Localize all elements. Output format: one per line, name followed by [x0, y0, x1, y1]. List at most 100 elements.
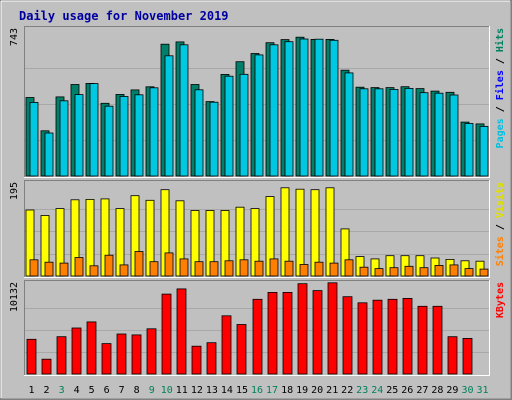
bar-sites-day-10: [164, 252, 174, 277]
bar-kbytes-day-20: [312, 290, 323, 375]
bar-files-day-7: [119, 96, 129, 177]
bar-kbytes-day-29: [447, 336, 458, 375]
bar-kbytes-day-21: [327, 282, 338, 375]
panel-visits-sites: 195 Sites / Visits: [9, 180, 506, 278]
bar-files-day-1: [29, 102, 39, 177]
legend-visits-sites: Sites / Visits: [494, 182, 506, 266]
x-tick-label-26: 26: [401, 385, 413, 396]
x-tick-label-10: 10: [161, 385, 173, 396]
bar-kbytes-day-19: [297, 283, 308, 375]
x-tick-label-27: 27: [416, 385, 428, 396]
bar-kbytes-day-3: [56, 336, 67, 375]
bar-sites-day-23: [359, 266, 369, 277]
bar-sites-day-29: [449, 264, 459, 277]
bar-files-day-24: [374, 88, 384, 177]
x-tick-label-6: 6: [104, 385, 110, 396]
x-tick-label-25: 25: [386, 385, 398, 396]
series-kbytes: [26, 282, 473, 375]
bar-sites-day-25: [389, 267, 399, 277]
bar-files-day-26: [404, 88, 414, 177]
legend-separator: /: [495, 218, 506, 236]
bar-kbytes-day-4: [71, 327, 82, 375]
legend-entry: Visits: [494, 182, 506, 218]
legend-entry: Sites: [494, 236, 506, 266]
bar-sites-day-7: [119, 264, 129, 277]
bar-files-day-20: [314, 38, 324, 177]
x-tick-label-17: 17: [266, 385, 278, 396]
legend-entry: Pages: [495, 118, 506, 148]
bar-sites-day-19: [299, 264, 309, 277]
x-tick-label-1: 1: [28, 385, 34, 396]
bar-kbytes-day-11: [176, 288, 187, 375]
x-axis-labels: 1 2 3 4 5 6 7 8 9 10 11 12 13 14 15 16 17 18 19 20 21 22 23 24 2…: [28, 385, 488, 396]
bar-sites-day-17: [269, 258, 279, 277]
bar-sites-day-5: [89, 265, 99, 277]
bar-files-day-10: [164, 55, 174, 177]
bar-sites-day-26: [404, 265, 414, 277]
bar-sites-day-1: [29, 259, 39, 277]
x-tick-label-30: 30: [461, 385, 473, 396]
x-tick-label-13: 13: [206, 385, 218, 396]
x-tick-label-21: 21: [326, 385, 338, 396]
x-tick-label-14: 14: [221, 385, 233, 396]
bar-sites-day-16: [254, 260, 264, 277]
x-tick-label-5: 5: [89, 385, 95, 396]
legend-entry: Hits: [494, 28, 506, 52]
bar-files-day-28: [434, 92, 444, 177]
bar-sites-day-14: [224, 260, 234, 277]
bar-files-day-23: [359, 88, 369, 177]
bar-kbytes-day-25: [387, 298, 398, 375]
x-tick-label-31: 31: [476, 385, 488, 396]
x-tick-label-28: 28: [431, 385, 443, 396]
bar-sites-day-22: [344, 259, 354, 277]
x-tick-label-4: 4: [74, 385, 80, 396]
bar-files-day-27: [419, 92, 429, 177]
bar-files-day-25: [389, 89, 399, 177]
x-tick-label-16: 16: [251, 385, 263, 396]
bar-kbytes-day-26: [402, 297, 413, 375]
bar-sites-day-28: [434, 264, 444, 277]
bar-files-day-19: [299, 38, 309, 177]
bar-files-day-29: [449, 94, 459, 177]
bar-kbytes-day-8: [131, 334, 142, 375]
chart-title: Daily usage for November 2019: [19, 9, 229, 23]
series-files: [29, 38, 489, 177]
bar-files-day-16: [254, 54, 264, 177]
x-tick-label-2: 2: [43, 385, 49, 396]
bar-sites-day-24: [374, 268, 384, 277]
series-sites: [29, 251, 489, 277]
bar-kbytes-day-12: [191, 345, 202, 375]
bar-sites-day-30: [464, 268, 474, 277]
bar-sites-day-4: [74, 257, 84, 277]
bar-sites-day-20: [314, 261, 324, 277]
bar-sites-day-3: [59, 262, 69, 277]
bar-files-day-31: [479, 126, 489, 177]
bar-sites-day-11: [179, 258, 189, 277]
bar-files-day-30: [464, 123, 474, 177]
bar-sites-day-21: [329, 262, 339, 277]
x-tick-label-18: 18: [281, 385, 293, 396]
chart-panels: 743 Pages / Files / Hits 195 Sites / Visits…: [9, 26, 506, 376]
bar-sites-day-15: [239, 259, 249, 277]
x-tick-label-15: 15: [236, 385, 248, 396]
panel-hits-files-pages: 743 Pages / Files / Hits: [9, 26, 506, 178]
y-max-label: 743: [9, 28, 20, 46]
bar-files-day-4: [74, 94, 84, 177]
bar-files-day-11: [179, 44, 189, 177]
bar-kbytes-day-6: [101, 343, 112, 375]
bar-files-day-14: [224, 75, 234, 177]
bar-sites-day-31: [479, 268, 489, 277]
bar-kbytes-day-9: [146, 328, 157, 375]
bar-files-day-22: [344, 72, 354, 177]
legend-entry: KBytes: [495, 282, 506, 318]
bar-kbytes-day-13: [206, 342, 217, 375]
x-tick-label-3: 3: [59, 385, 65, 396]
bar-kbytes-day-18: [282, 291, 293, 375]
x-tick-label-11: 11: [176, 385, 188, 396]
bar-kbytes-day-5: [86, 321, 97, 375]
bar-visits-day-5: [85, 198, 95, 277]
bar-kbytes-day-7: [116, 333, 127, 375]
bar-files-day-9: [149, 87, 159, 177]
x-tick-label-23: 23: [356, 385, 368, 396]
